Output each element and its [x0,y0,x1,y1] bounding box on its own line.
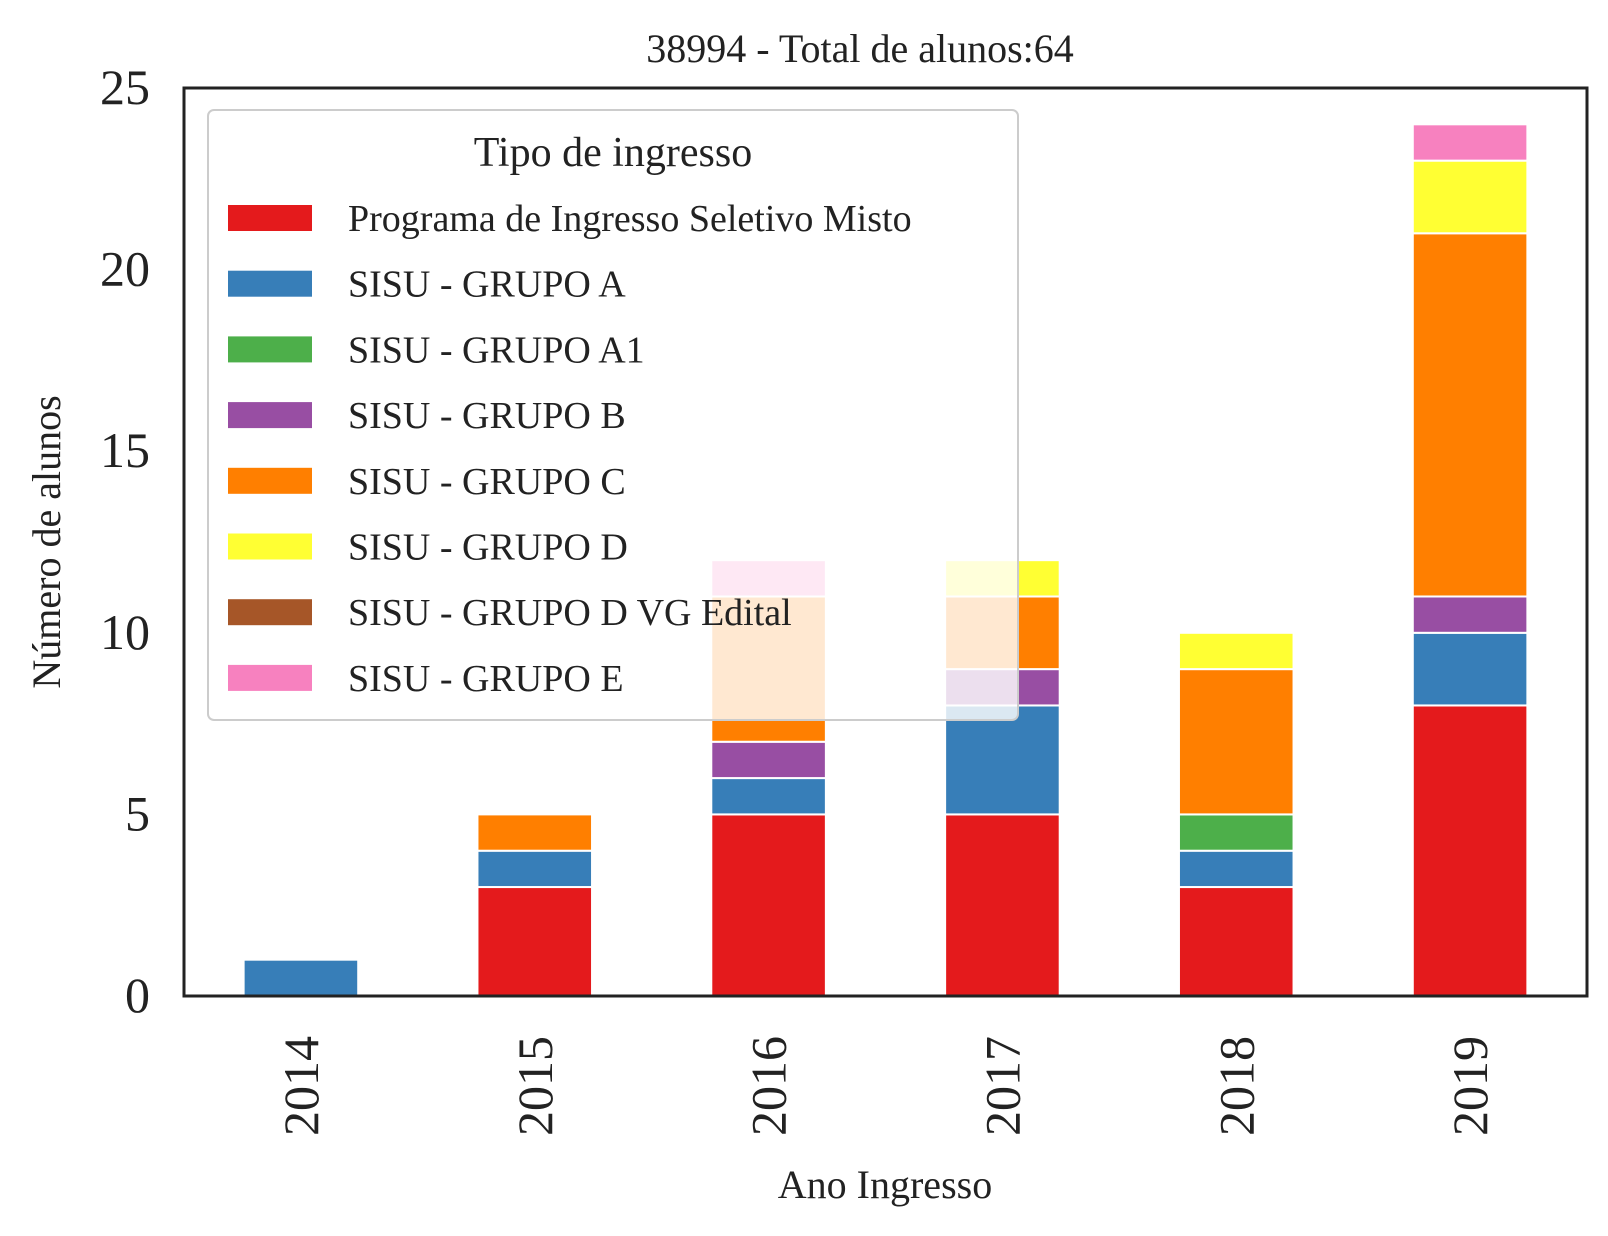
x-axis-ticks: 2014 2015 2016 2017 2018 2019 [273,1036,1498,1136]
y-tick-label: 20 [100,241,150,297]
x-axis-label: Ano Ingresso [778,1162,992,1207]
y-axis-label: Número de alunos [24,395,69,688]
x-tick-label: 2017 [974,1036,1030,1136]
plot-frame [182,86,1589,998]
bar-segment [944,813,1061,998]
legend-label: SISU - GRUPO A1 [348,329,645,371]
x-tick-label: 2015 [507,1036,563,1136]
legend-swatch [228,402,312,429]
legend-swatch [228,467,312,494]
bar-segment [710,777,827,816]
bar-segment [476,849,594,889]
bar-segment [1411,123,1529,162]
bar-segment [710,813,827,998]
bar-segment [1411,159,1529,235]
bar-segment [1411,631,1529,707]
bar-segment [1177,631,1295,671]
bar-segment [242,958,360,997]
legend-label: SISU - GRUPO B [348,395,626,437]
bar-segment [1411,232,1529,598]
bar-segment [1177,813,1295,852]
x-tick-label: 2014 [273,1036,329,1136]
legend-label: SISU - GRUPO C [348,461,626,503]
legend-items: Programa de Ingresso Seletivo Misto SISU … [228,198,912,700]
bar-segment [476,813,594,852]
legend-label: SISU - GRUPO E [348,658,624,700]
x-tick-label: 2016 [741,1036,797,1136]
legend-swatch [228,336,312,363]
bar-segment [710,740,827,780]
legend-label: SISU - GRUPO A [348,264,626,306]
legend-box [207,109,1019,721]
legend-label: Programa de Ingresso Seletivo Misto [348,198,912,240]
y-tick-label: 15 [100,422,150,478]
legend-swatch [228,664,312,691]
y-tick-label: 25 [100,59,150,115]
legend-swatch [228,270,312,297]
x-tick-label: 2019 [1442,1036,1498,1136]
bar-segment [944,704,1061,816]
legend-label: SISU - GRUPO D [348,527,628,569]
y-tick-label: 5 [125,785,150,841]
legend-label: SISU - GRUPO D VG Edital [348,592,792,634]
bar-segment [476,886,594,997]
bar-segment [1177,668,1295,816]
y-axis-ticks: 0 5 10 15 20 25 [100,59,150,1023]
bar-segment [1411,704,1529,997]
legend-swatch [228,533,312,560]
bar-segment [1177,886,1295,997]
legend-title: Tipo de ingresso [474,130,752,176]
legend: Tipo de ingresso Programa de Ingresso Se… [207,109,1019,721]
bar-segment [1177,849,1295,889]
bar-segment [1411,595,1529,634]
y-tick-label: 0 [125,967,150,1023]
x-tick-label: 2018 [1208,1036,1264,1136]
legend-swatch [228,599,312,626]
legend-swatch [228,205,312,231]
chart-title: 38994 - Total de alunos:64 [646,26,1074,71]
y-tick-label: 10 [100,604,150,660]
